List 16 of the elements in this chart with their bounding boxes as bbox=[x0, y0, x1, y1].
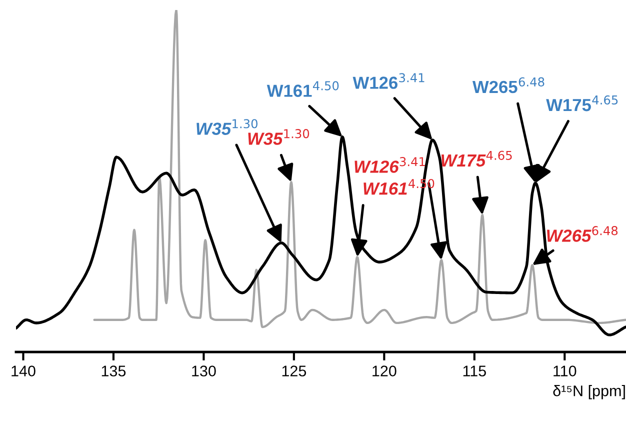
annotation: W126$^{3.41}$ bbox=[354, 157, 425, 173]
x-tick-label: 110 bbox=[554, 366, 576, 376]
x-axis-title: δ¹⁵N [ppm] bbox=[553, 385, 625, 400]
annotation: W265$^{6.48}$ bbox=[547, 226, 618, 242]
annotation: W161$^{4.50}$ bbox=[266, 81, 339, 97]
x-tick-label: 120 bbox=[372, 366, 396, 376]
x-tick-label: 125 bbox=[282, 366, 306, 376]
x-tick-label: 130 bbox=[192, 366, 216, 376]
x-tick-label: 115 bbox=[463, 366, 486, 376]
annotation: W35$^{1.30}$ bbox=[248, 129, 310, 145]
annotation: W126$^{3.41}$ bbox=[352, 73, 424, 89]
x-tick-label: 135 bbox=[102, 366, 126, 376]
annotation: W265$^{6.48}$ bbox=[472, 77, 544, 94]
annotation: W175$^{4.65}$ bbox=[546, 95, 618, 112]
x-tick-label: 140 bbox=[12, 366, 36, 376]
annotation: W175$^{4.65}$ bbox=[442, 150, 512, 167]
